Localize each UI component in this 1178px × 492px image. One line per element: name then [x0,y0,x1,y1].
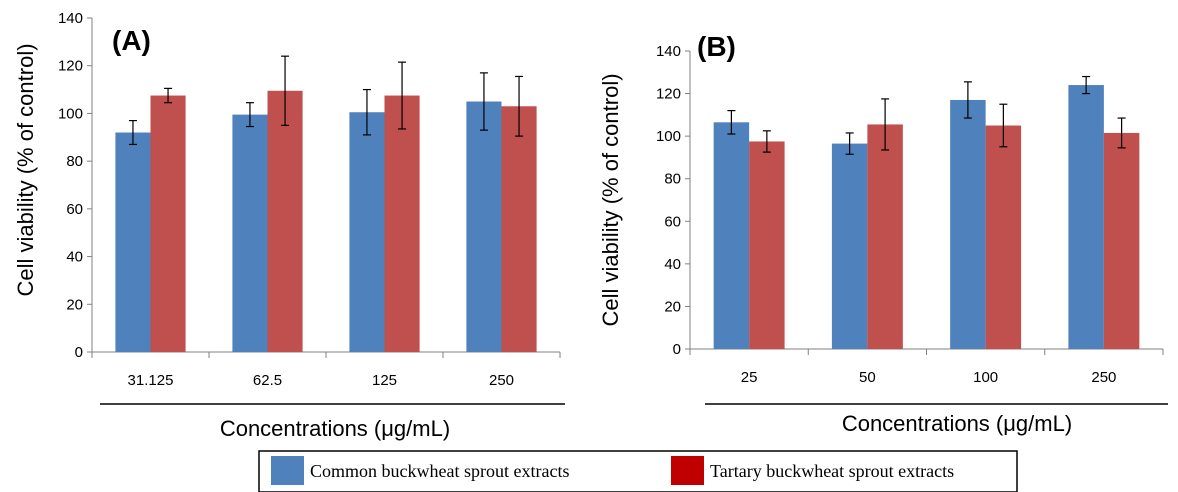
y-tick-label: 120 [656,86,681,103]
y-tick-label: 100 [656,128,681,145]
x-tick-label: 250 [489,372,514,389]
bar-tartary [384,95,420,353]
bar-common [115,132,151,352]
legend-swatch-common [271,456,304,485]
y-tick-label: 80 [664,171,681,188]
bar-common [950,99,986,349]
y-tick-label: 60 [664,213,681,230]
x-tick-label: 100 [973,369,998,386]
x-tick-label: 250 [1091,369,1116,386]
y-axis-label-a: Cell viability (% of control) [13,43,38,296]
y-axis-label-b: Cell viability (% of control) [598,73,623,326]
y-tick-label: 40 [66,249,83,266]
bar-common [349,112,385,352]
x-tick-label: 50 [859,369,876,386]
bar-tartary [501,106,537,353]
y-tick-label: 120 [58,58,83,75]
y-tick-label: 20 [66,296,83,313]
plot-area-b: 0 20 40 60 80 100 120 140 25 50 100 250 [656,43,1164,386]
y-tick-label: 80 [66,153,83,170]
bar-tartary [150,95,186,353]
bar-common [713,122,750,349]
panel-label-a: (A) [112,25,151,56]
x-tick-label: 31.125 [128,372,174,389]
y-tick-label: 40 [664,256,681,273]
legend-box [258,450,1018,492]
panel-label-b: (B) [697,31,736,62]
bar-common [232,114,268,352]
x-axis-label-b: Concentrations (μg/mL) [842,411,1072,436]
x-axis-label-a: Concentrations (μg/mL) [220,416,450,441]
bar-tartary [1103,132,1140,349]
legend-label-common: Common buckwheat sprout extracts [310,461,569,481]
x-tick-label: 25 [741,369,758,386]
bar-common [831,143,868,349]
legend-swatch-tartary [671,456,704,485]
y-tick-label: 20 [664,298,681,315]
bar-tartary [985,125,1022,349]
legend-label-tartary: Tartary buckwheat sprout extracts [710,461,954,481]
y-tick-label: 140 [656,43,681,60]
y-tick-label: 0 [75,344,83,361]
x-tick-label: 125 [372,372,397,389]
y-tick-label: 60 [66,201,83,218]
x-tick-label: 62.5 [253,372,282,389]
plot-area-a: 0 20 40 60 80 100 120 140 31.125 62.5 125 250 [58,10,561,389]
y-tick-label: 100 [58,105,83,122]
y-tick-label: 140 [58,10,83,27]
bar-tartary [267,90,303,352]
bar-tartary [867,124,903,349]
bar-common [466,101,502,352]
bar-tartary [749,141,785,349]
y-tick-label: 0 [673,341,681,358]
bar-common [1068,85,1104,350]
